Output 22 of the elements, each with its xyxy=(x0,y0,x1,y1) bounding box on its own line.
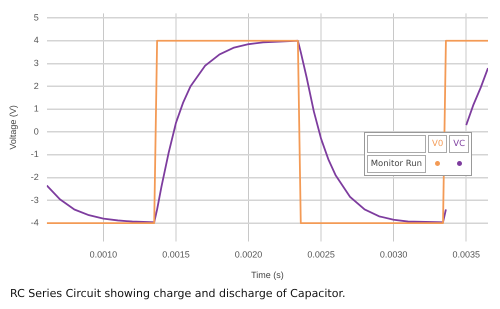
y-tick-label: 4 xyxy=(34,35,39,46)
series-label: V0 xyxy=(428,135,448,153)
x-tick-label: 0.0035 xyxy=(452,249,480,260)
text: RC Series Circuit showing charge and discharge of Capacitor. xyxy=(10,287,346,300)
y-tick-label: -4 xyxy=(30,218,39,228)
x-tick-label: 0.0015 xyxy=(162,249,190,260)
series-label: VC xyxy=(449,135,469,153)
legend-title: Monitor Run xyxy=(366,155,426,173)
y-tick-label: -2 xyxy=(30,172,39,182)
y-tick-label: -1 xyxy=(30,149,39,160)
y-tick-label: 3 xyxy=(34,58,39,68)
y-tick-label: 5 xyxy=(34,12,39,22)
x-tick-label: 0.0010 xyxy=(90,249,118,260)
y-tick-label: 0 xyxy=(34,126,39,136)
x-axis-title: Time (s) xyxy=(251,270,284,280)
x-tick-label: 0.0025 xyxy=(307,249,335,260)
y-tick-label: 1 xyxy=(34,104,39,114)
x-tick-label: 0.0020 xyxy=(234,249,262,260)
y-tick-label: -3 xyxy=(30,194,39,205)
y-tick-label: 2 xyxy=(34,80,39,91)
y-axis-title: Voltage (V) xyxy=(8,105,18,150)
x-tick-label: 0.0030 xyxy=(380,249,408,260)
